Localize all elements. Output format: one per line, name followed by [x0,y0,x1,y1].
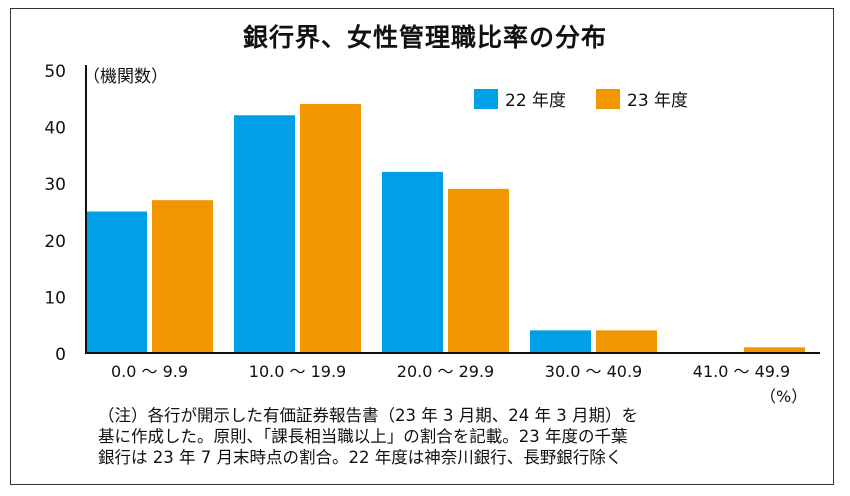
bar-23-3 [596,330,657,353]
x-tick-label: 20.0 〜 29.9 [397,362,494,381]
legend-swatch-0 [474,89,498,109]
chart-title: 銀行界、女性管理職比率の分布 [242,23,607,52]
y-tick-label: 50 [44,62,66,82]
y-axis-label: （機関数） [83,67,168,87]
y-tick-label: 0 [55,345,66,365]
bar-23-0 [152,200,213,353]
legend-swatch-1 [596,89,620,109]
x-axis-label: （%） [760,387,808,406]
bar-23-1 [300,103,361,354]
y-tick-label: 40 [44,119,66,139]
bar-22-0 [86,211,147,353]
y-tick-label: 30 [44,175,66,195]
legend-label-0: 22 年度 [505,91,566,111]
x-tick-label: 0.0 〜 9.9 [111,362,188,381]
x-tick-label: 10.0 〜 19.9 [249,362,346,381]
x-tick-label: 30.0 〜 40.9 [545,362,642,381]
y-tick-label: 20 [44,232,66,252]
x-tick-label: 41.0 〜 49.9 [693,362,790,381]
bar-23-2 [448,188,509,353]
chart-note: （注）各行が開示した有価証券報告書（23 年 3 月期、24 年 3 月期）を … [98,406,638,467]
bar-22-2 [382,171,443,353]
bar-22-1 [234,115,295,353]
bar-23-4 [744,347,805,353]
legend-label-1: 23 年度 [627,91,688,111]
bar-22-3 [530,330,591,353]
y-tick-label: 10 [44,288,66,308]
chart-frame [10,8,834,485]
